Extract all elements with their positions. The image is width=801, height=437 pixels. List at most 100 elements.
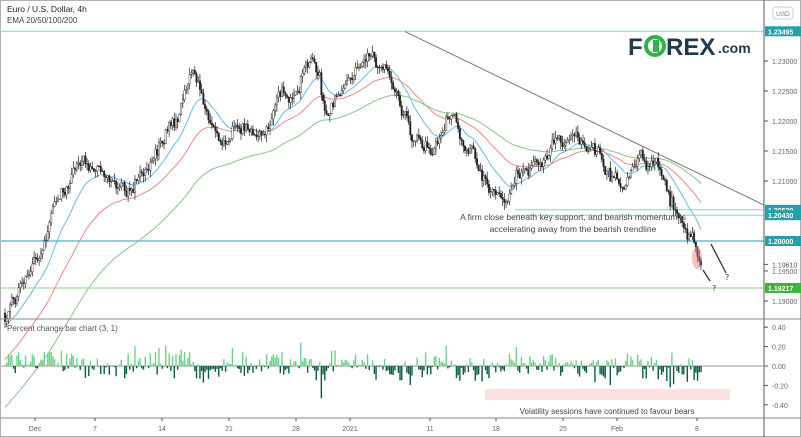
candle[interactable]: [234, 124, 237, 127]
candle[interactable]: [328, 113, 331, 116]
candle[interactable]: [262, 133, 265, 136]
candle[interactable]: [181, 99, 184, 104]
candle[interactable]: [308, 62, 311, 68]
candle[interactable]: [339, 94, 342, 97]
candle[interactable]: [600, 153, 603, 160]
candle[interactable]: [53, 201, 56, 207]
candle[interactable]: [470, 145, 473, 149]
candle[interactable]: [139, 171, 142, 178]
candle[interactable]: [506, 201, 509, 203]
candle[interactable]: [89, 166, 92, 171]
ema-50-line[interactable]: [4, 76, 702, 360]
candle[interactable]: [404, 111, 407, 115]
candle[interactable]: [465, 149, 468, 151]
candle[interactable]: [648, 165, 651, 168]
candle[interactable]: [436, 141, 439, 144]
candle[interactable]: [236, 124, 239, 127]
candle[interactable]: [99, 165, 102, 172]
candle[interactable]: [279, 91, 282, 97]
candle[interactable]: [558, 135, 560, 139]
candle[interactable]: [240, 128, 242, 134]
candle[interactable]: [542, 159, 545, 168]
candle[interactable]: [142, 173, 145, 177]
candle[interactable]: [369, 55, 372, 57]
candle[interactable]: [22, 282, 25, 284]
candle[interactable]: [57, 198, 59, 202]
candle[interactable]: [508, 193, 511, 202]
candle[interactable]: [359, 66, 362, 68]
candle[interactable]: [140, 171, 143, 174]
candle[interactable]: [575, 131, 578, 137]
candle[interactable]: [212, 124, 215, 128]
candle[interactable]: [190, 72, 193, 75]
candle[interactable]: [351, 78, 354, 81]
candle[interactable]: [134, 178, 136, 194]
candle[interactable]: [198, 80, 201, 90]
candle[interactable]: [580, 140, 583, 145]
candle[interactable]: [647, 165, 649, 170]
candle[interactable]: [570, 135, 572, 140]
candle[interactable]: [137, 176, 140, 181]
candle[interactable]: [551, 139, 554, 149]
candle[interactable]: [431, 153, 434, 156]
candle[interactable]: [534, 159, 537, 163]
candle[interactable]: [275, 96, 278, 106]
candle[interactable]: [576, 131, 579, 138]
candle[interactable]: [217, 132, 220, 141]
candle[interactable]: [166, 129, 169, 132]
candle[interactable]: [599, 147, 602, 154]
candle[interactable]: [665, 180, 668, 191]
candle[interactable]: [113, 180, 116, 182]
candle[interactable]: [358, 67, 360, 69]
candle[interactable]: [635, 165, 637, 168]
candle[interactable]: [636, 158, 639, 167]
candle[interactable]: [546, 155, 549, 159]
candle[interactable]: [311, 57, 314, 60]
candle[interactable]: [664, 179, 667, 181]
candle[interactable]: [594, 143, 596, 155]
candle[interactable]: [564, 142, 567, 146]
candle[interactable]: [503, 199, 506, 204]
candle[interactable]: [316, 71, 319, 76]
candle[interactable]: [522, 169, 525, 173]
candle[interactable]: [694, 241, 697, 247]
candle[interactable]: [91, 166, 94, 169]
candle[interactable]: [378, 67, 381, 69]
candle[interactable]: [195, 73, 198, 83]
currency-button[interactable]: [772, 6, 794, 20]
candle[interactable]: [501, 196, 504, 200]
candle[interactable]: [36, 258, 39, 261]
candle[interactable]: [653, 161, 656, 165]
candle[interactable]: [197, 80, 200, 83]
candle[interactable]: [183, 89, 186, 100]
candle[interactable]: [645, 160, 648, 170]
candle[interactable]: [58, 198, 61, 200]
candle[interactable]: [361, 62, 364, 67]
candle[interactable]: [681, 216, 684, 223]
candle[interactable]: [411, 134, 413, 142]
candle[interactable]: [43, 240, 46, 251]
candle[interactable]: [207, 111, 210, 121]
candle[interactable]: [192, 69, 195, 74]
candle[interactable]: [375, 57, 378, 68]
candle[interactable]: [281, 86, 283, 97]
candle[interactable]: [169, 122, 172, 126]
candle[interactable]: [164, 129, 167, 144]
candle[interactable]: [5, 318, 8, 322]
candle[interactable]: [63, 191, 66, 196]
candle[interactable]: [388, 70, 391, 78]
candle[interactable]: [94, 170, 97, 172]
candle[interactable]: [255, 134, 258, 137]
candle[interactable]: [26, 275, 29, 277]
candle[interactable]: [626, 176, 629, 186]
candle[interactable]: [327, 113, 330, 116]
candle[interactable]: [272, 110, 275, 119]
candle[interactable]: [493, 189, 496, 191]
candle[interactable]: [111, 180, 114, 182]
candle[interactable]: [241, 123, 244, 134]
candle[interactable]: [108, 175, 111, 183]
candle[interactable]: [540, 162, 543, 168]
candle[interactable]: [448, 118, 451, 120]
candle[interactable]: [46, 231, 49, 241]
candle[interactable]: [556, 137, 559, 139]
